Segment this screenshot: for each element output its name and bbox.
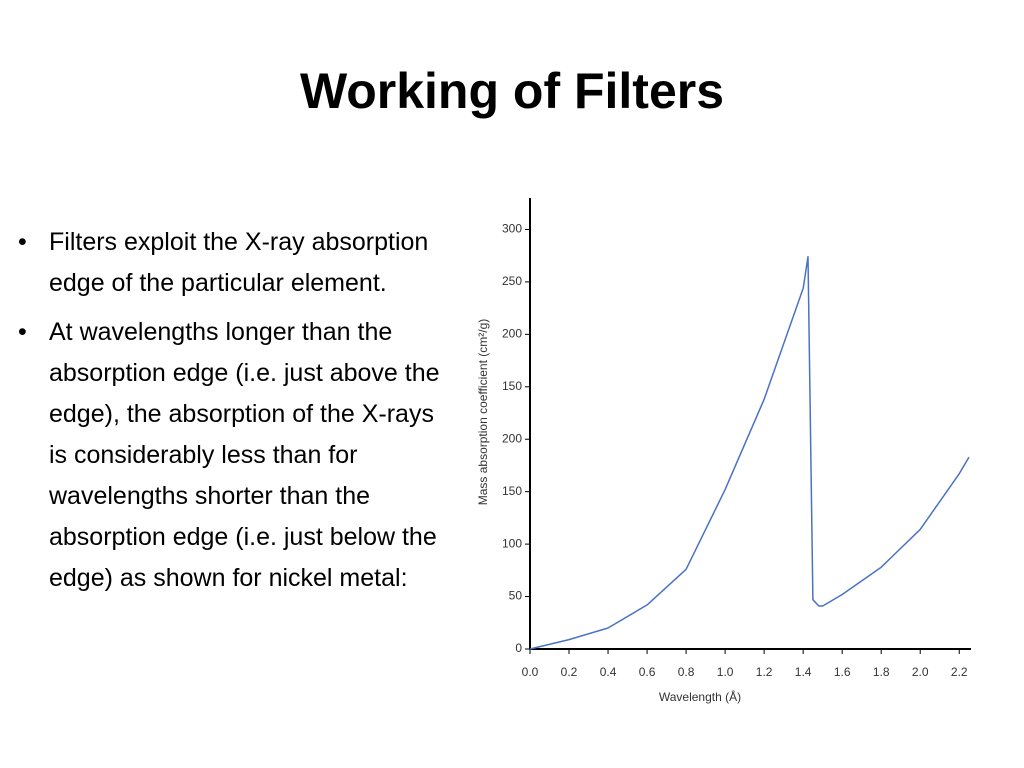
x-tick-label: 1.8 — [873, 665, 890, 679]
bullet: At wavelengths longer than the absorptio… — [18, 312, 458, 599]
y-tick-label: 200 — [502, 327, 522, 341]
y-tick-label: 100 — [502, 536, 522, 550]
slide-title: Working of Filters — [299, 63, 725, 119]
y-tick-label: 150 — [502, 379, 522, 393]
x-tick-label: 1.4 — [795, 665, 812, 679]
x-tick-label: 0.4 — [600, 665, 617, 679]
x-tick-label: 1.6 — [834, 665, 851, 679]
x-tick-label: 0.2 — [561, 665, 578, 679]
x-tick-label: 1.2 — [756, 665, 773, 679]
y-axis-label: Mass absorption coefficient (cm²/g) — [476, 319, 490, 506]
y-tick-label: 300 — [502, 222, 522, 236]
y-tick-label: 50 — [509, 589, 523, 603]
y-tick-label: 150 — [502, 484, 522, 498]
x-tick-label: 0.8 — [678, 665, 695, 679]
line — [529, 255, 970, 650]
bullet-list: Filters exploit the X-ray absorption edg… — [18, 222, 458, 607]
x-tick-label: 0.6 — [639, 665, 656, 679]
y-tick-label: 0 — [515, 641, 522, 655]
x-tick-label: 0.0 — [522, 665, 539, 679]
x-tick-label: 1.0 — [717, 665, 734, 679]
x-tick-label: 2.2 — [951, 665, 968, 679]
bullet: Filters exploit the X-ray absorption edg… — [18, 222, 458, 304]
x-tick-label: 2.0 — [912, 665, 929, 679]
x-axis-label: Wavelength (Å) — [659, 689, 741, 704]
y-tick-label: 200 — [502, 431, 522, 445]
y-tick-label: 250 — [502, 274, 522, 288]
